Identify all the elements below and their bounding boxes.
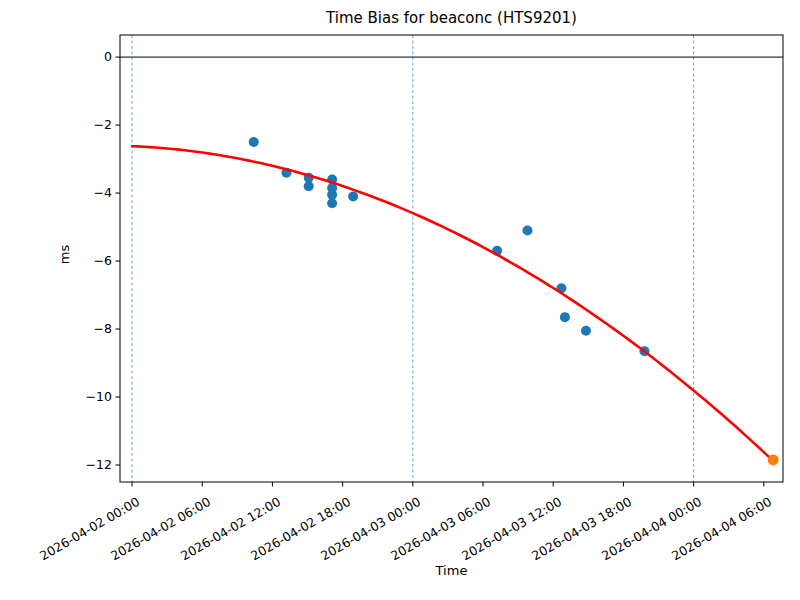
data-point [581,326,591,336]
axes-spines [120,35,783,482]
y-tick-label: −12 [86,457,112,472]
latest-point [768,454,779,465]
y-tick-label: −2 [94,117,112,132]
y-axis-label: ms [57,233,72,277]
data-point [304,181,314,191]
data-point [522,225,532,235]
data-point [348,191,358,201]
trend-line [132,146,770,457]
data-point [327,198,337,208]
data-point [560,312,570,322]
y-tick-label: −8 [94,321,112,336]
y-tick-label: −4 [94,185,112,200]
x-axis-label: Time [120,563,783,578]
y-tick-label: −6 [94,253,112,268]
y-tick-label: −10 [86,389,112,404]
figure: Time Bias for beaconc (HTS9201) ms Time … [0,0,800,600]
data-point [249,137,259,147]
y-tick-label: 0 [104,49,112,64]
chart-title: Time Bias for beaconc (HTS9201) [120,9,783,27]
